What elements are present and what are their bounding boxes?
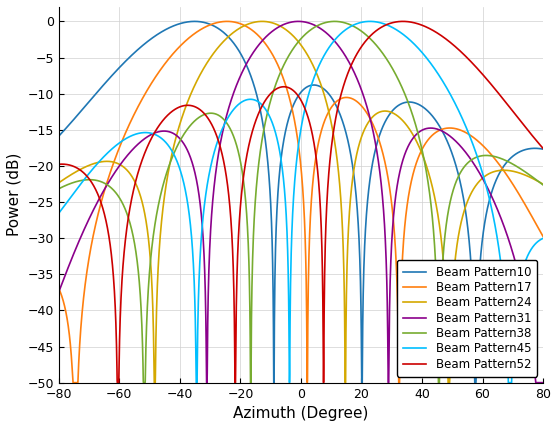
Beam Pattern45 — [110, 145, 117, 150]
X-axis label: Azimuth (Degree): Azimuth (Degree) — [233, 406, 369, 421]
Beam Pattern31 — [531, 361, 537, 366]
Beam Pattern10 — [242, 59, 248, 64]
Beam Pattern10 — [271, 380, 277, 385]
Line: Beam Pattern38: Beam Pattern38 — [59, 21, 543, 383]
Beam Pattern52 — [262, 97, 269, 102]
Beam Pattern31 — [140, 137, 146, 143]
Beam Pattern17 — [55, 286, 62, 291]
Beam Pattern24 — [140, 202, 146, 207]
Line: Beam Pattern45: Beam Pattern45 — [59, 21, 543, 383]
Beam Pattern38 — [262, 118, 269, 123]
Beam Pattern38 — [55, 186, 62, 191]
Beam Pattern38 — [540, 182, 546, 187]
Beam Pattern10 — [191, 19, 198, 24]
Beam Pattern17 — [140, 95, 146, 100]
Beam Pattern52 — [140, 155, 146, 160]
Beam Pattern38 — [242, 189, 248, 194]
Beam Pattern17 — [262, 42, 269, 47]
Beam Pattern24 — [259, 19, 266, 24]
Beam Pattern52 — [55, 162, 62, 167]
Legend: Beam Pattern10, Beam Pattern17, Beam Pattern24, Beam Pattern31, Beam Pattern38, : Beam Pattern10, Beam Pattern17, Beam Pat… — [397, 260, 537, 377]
Beam Pattern17 — [224, 19, 230, 24]
Beam Pattern10 — [540, 146, 546, 152]
Beam Pattern17 — [70, 380, 76, 385]
Beam Pattern31 — [262, 35, 269, 40]
Beam Pattern17 — [540, 234, 546, 239]
Beam Pattern31 — [295, 19, 302, 24]
Beam Pattern52 — [531, 135, 537, 140]
Beam Pattern38 — [331, 19, 338, 24]
Beam Pattern45 — [478, 168, 485, 173]
Beam Pattern31 — [540, 380, 546, 385]
Beam Pattern24 — [242, 23, 248, 28]
Beam Pattern17 — [111, 158, 118, 163]
Beam Pattern31 — [203, 380, 210, 385]
Beam Pattern10 — [55, 134, 62, 139]
Line: Beam Pattern10: Beam Pattern10 — [59, 21, 543, 383]
Beam Pattern24 — [110, 160, 117, 165]
Beam Pattern10 — [140, 43, 146, 48]
Beam Pattern38 — [140, 354, 146, 359]
Beam Pattern24 — [478, 176, 485, 181]
Line: Beam Pattern24: Beam Pattern24 — [59, 21, 543, 383]
Beam Pattern45 — [242, 98, 248, 103]
Beam Pattern52 — [114, 380, 121, 385]
Beam Pattern10 — [478, 243, 485, 248]
Beam Pattern52 — [110, 283, 117, 288]
Beam Pattern38 — [478, 153, 485, 158]
Beam Pattern38 — [531, 175, 537, 181]
Beam Pattern38 — [110, 188, 117, 193]
Beam Pattern45 — [540, 236, 546, 241]
Beam Pattern52 — [540, 146, 546, 151]
Beam Pattern45 — [531, 243, 537, 248]
Beam Pattern45 — [140, 130, 146, 135]
Beam Pattern10 — [110, 71, 117, 76]
Beam Pattern52 — [242, 166, 248, 171]
Beam Pattern31 — [55, 289, 62, 294]
Beam Pattern10 — [531, 146, 537, 151]
Beam Pattern10 — [262, 140, 269, 146]
Beam Pattern17 — [242, 23, 248, 28]
Beam Pattern24 — [55, 180, 62, 185]
Beam Pattern24 — [262, 19, 269, 24]
Line: Beam Pattern52: Beam Pattern52 — [59, 21, 543, 383]
Beam Pattern17 — [531, 217, 537, 223]
Line: Beam Pattern31: Beam Pattern31 — [59, 21, 543, 383]
Beam Pattern38 — [140, 380, 147, 385]
Y-axis label: Power (dB): Power (dB) — [7, 153, 22, 237]
Beam Pattern52 — [478, 71, 485, 76]
Beam Pattern45 — [55, 211, 62, 216]
Line: Beam Pattern17: Beam Pattern17 — [59, 21, 543, 383]
Beam Pattern24 — [540, 181, 546, 187]
Beam Pattern31 — [110, 171, 117, 176]
Beam Pattern31 — [478, 174, 485, 179]
Beam Pattern17 — [478, 142, 485, 147]
Beam Pattern45 — [193, 380, 200, 385]
Beam Pattern24 — [151, 380, 157, 385]
Beam Pattern45 — [262, 107, 269, 112]
Beam Pattern31 — [242, 65, 248, 70]
Beam Pattern24 — [531, 176, 537, 181]
Beam Pattern52 — [400, 19, 406, 24]
Beam Pattern45 — [367, 19, 373, 24]
